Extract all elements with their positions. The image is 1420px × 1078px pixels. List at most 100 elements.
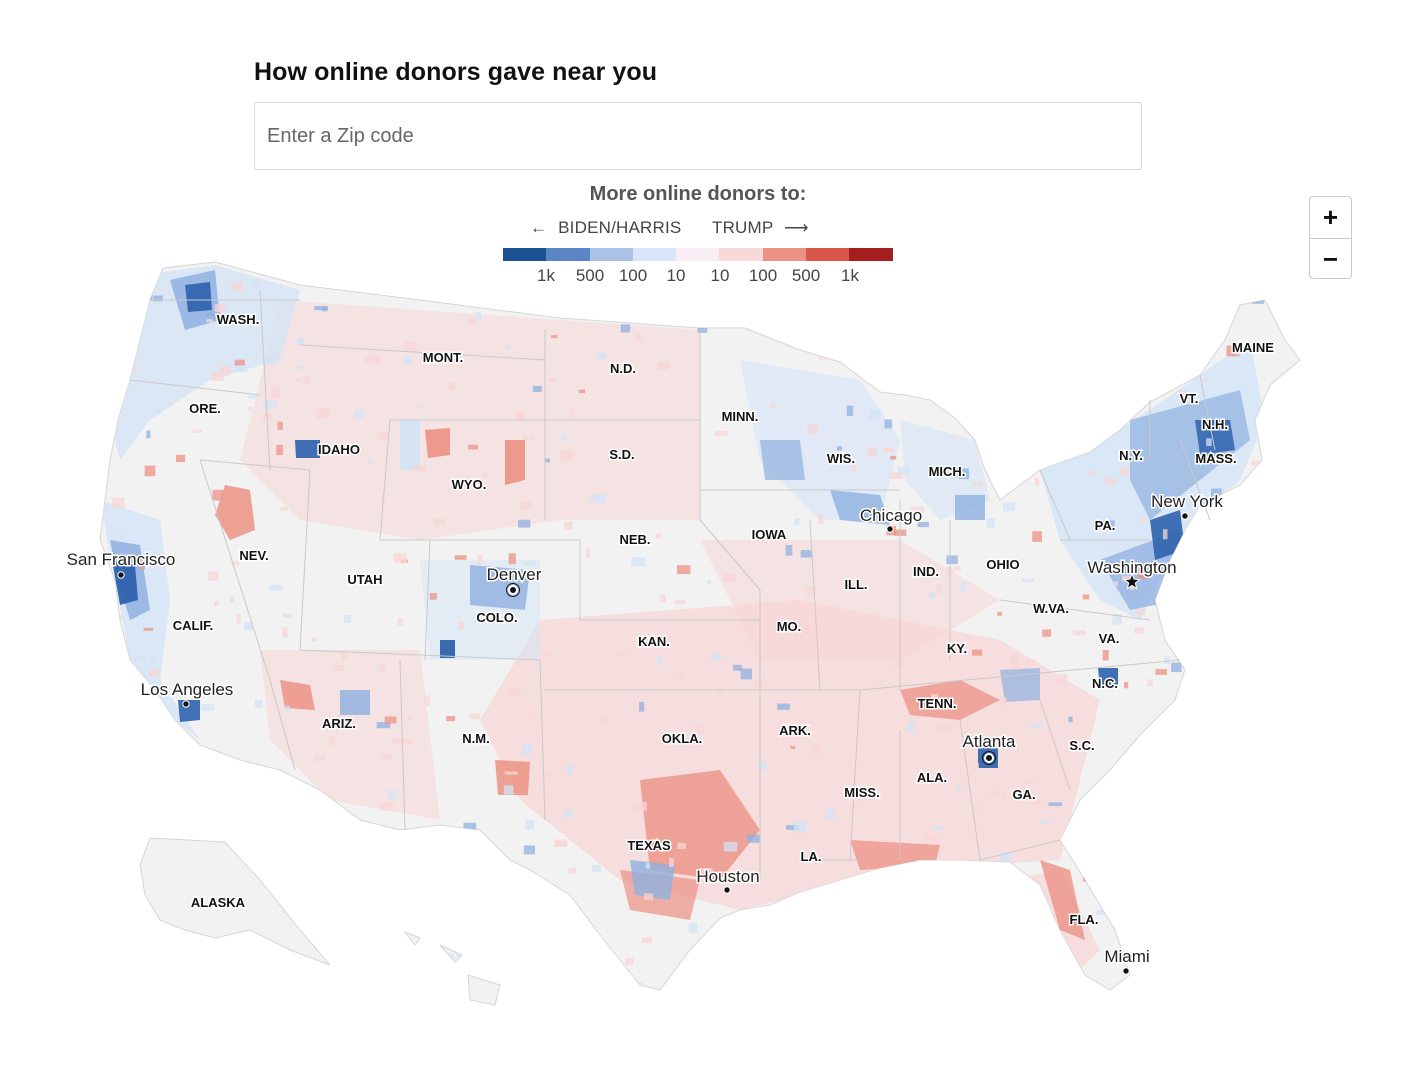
- county-speck: [503, 785, 514, 795]
- county-speck: [439, 832, 445, 840]
- county-speck: [1055, 674, 1068, 684]
- county-speck: [1057, 349, 1062, 358]
- county-speck: [424, 695, 431, 707]
- zip-search-input[interactable]: [255, 103, 1141, 169]
- county-speck: [1255, 807, 1267, 811]
- zip-search-field[interactable]: [254, 102, 1142, 170]
- county-speck: [906, 722, 915, 734]
- state-label: MONT.: [423, 350, 463, 365]
- county-speck: [786, 825, 799, 830]
- county-speck: [541, 651, 551, 657]
- county-speck: [1022, 578, 1034, 583]
- state-border-line: [1039, 699, 1071, 791]
- county-speck: [706, 580, 712, 585]
- county-speck: [224, 830, 233, 841]
- county-speck: [112, 497, 125, 509]
- county-speck: [911, 353, 920, 365]
- county-speck: [257, 794, 262, 802]
- county-speck: [180, 803, 190, 815]
- county-speck: [933, 936, 939, 944]
- county-speck: [560, 449, 574, 461]
- city-label: Denver: [487, 565, 542, 584]
- legend-tick-label: 10: [710, 266, 730, 285]
- donor-density-region: [185, 282, 212, 312]
- county-speck: [300, 270, 306, 277]
- county-speck: [818, 513, 824, 524]
- county-speck: [144, 465, 156, 477]
- county-speck: [201, 704, 215, 711]
- state-label: WIS.: [827, 451, 855, 466]
- donor-density-region: [505, 440, 525, 485]
- county-speck: [1051, 311, 1057, 320]
- legend-color-scale: [503, 248, 893, 261]
- state-label: NEB.: [619, 532, 650, 547]
- county-speck: [469, 713, 480, 720]
- county-speck: [747, 834, 760, 843]
- county-speck: [1230, 275, 1240, 281]
- county-speck: [694, 959, 702, 965]
- county-speck: [1226, 345, 1240, 357]
- county-speck: [285, 705, 290, 713]
- county-speck: [1083, 291, 1093, 300]
- county-speck: [1251, 460, 1263, 466]
- county-speck: [1171, 662, 1182, 673]
- county-speck: [436, 897, 443, 909]
- county-speck: [1206, 438, 1212, 447]
- county-speck: [523, 845, 535, 855]
- county-speck: [1108, 542, 1113, 548]
- zoom-out-button[interactable]: −: [1310, 238, 1351, 280]
- county-speck: [163, 822, 171, 830]
- county-speck: [884, 419, 893, 429]
- donor-density-region: [900, 680, 1000, 720]
- county-speck: [1252, 571, 1259, 580]
- county-speck: [937, 723, 950, 732]
- zoom-in-button[interactable]: +: [1322, 202, 1339, 232]
- city-label: Washington: [1087, 558, 1176, 577]
- county-speck: [1155, 669, 1167, 675]
- county-speck: [635, 334, 642, 342]
- county-speck: [211, 371, 225, 381]
- county-speck: [722, 573, 736, 582]
- county-speck: [558, 922, 571, 929]
- county-speck: [446, 716, 456, 722]
- county-speck: [508, 553, 516, 565]
- county-speck: [803, 346, 817, 351]
- county-speck: [439, 270, 451, 276]
- county-speck: [544, 458, 550, 463]
- zoom-controls: + −: [1309, 196, 1352, 279]
- county-speck: [645, 284, 659, 294]
- county-speck: [1094, 810, 1108, 814]
- county-speck: [697, 326, 708, 333]
- county-speck: [340, 833, 354, 842]
- county-speck: [566, 763, 574, 775]
- county-speck: [723, 841, 738, 852]
- county-speck: [1025, 659, 1037, 665]
- county-speck: [1010, 658, 1020, 670]
- state-label: CALIF.: [173, 618, 213, 633]
- county-speck: [279, 810, 285, 819]
- county-speck: [669, 857, 674, 868]
- legend-tick-label: 500: [575, 266, 605, 285]
- state-label: GA.: [1012, 787, 1035, 802]
- county-speck: [370, 831, 377, 841]
- county-speck: [467, 317, 476, 325]
- city-label: Atlanta: [963, 732, 1016, 751]
- state-border-line: [199, 459, 311, 471]
- state-label: N.D.: [610, 361, 636, 376]
- county-speck: [388, 790, 397, 800]
- county-speck: [958, 468, 970, 480]
- county-speck: [532, 385, 542, 392]
- county-speck: [818, 934, 829, 943]
- county-speck: [206, 319, 214, 323]
- county-speck: [212, 489, 224, 501]
- county-speck: [277, 421, 283, 430]
- county-speck: [1135, 759, 1149, 766]
- county-speck: [263, 400, 277, 409]
- arrow-left-icon: ←: [530, 218, 548, 237]
- state-border-line: [539, 659, 546, 821]
- county-speck: [937, 584, 942, 595]
- legend-swatch: [632, 248, 677, 261]
- legend-swatch: [676, 248, 720, 261]
- county-speck: [477, 554, 483, 565]
